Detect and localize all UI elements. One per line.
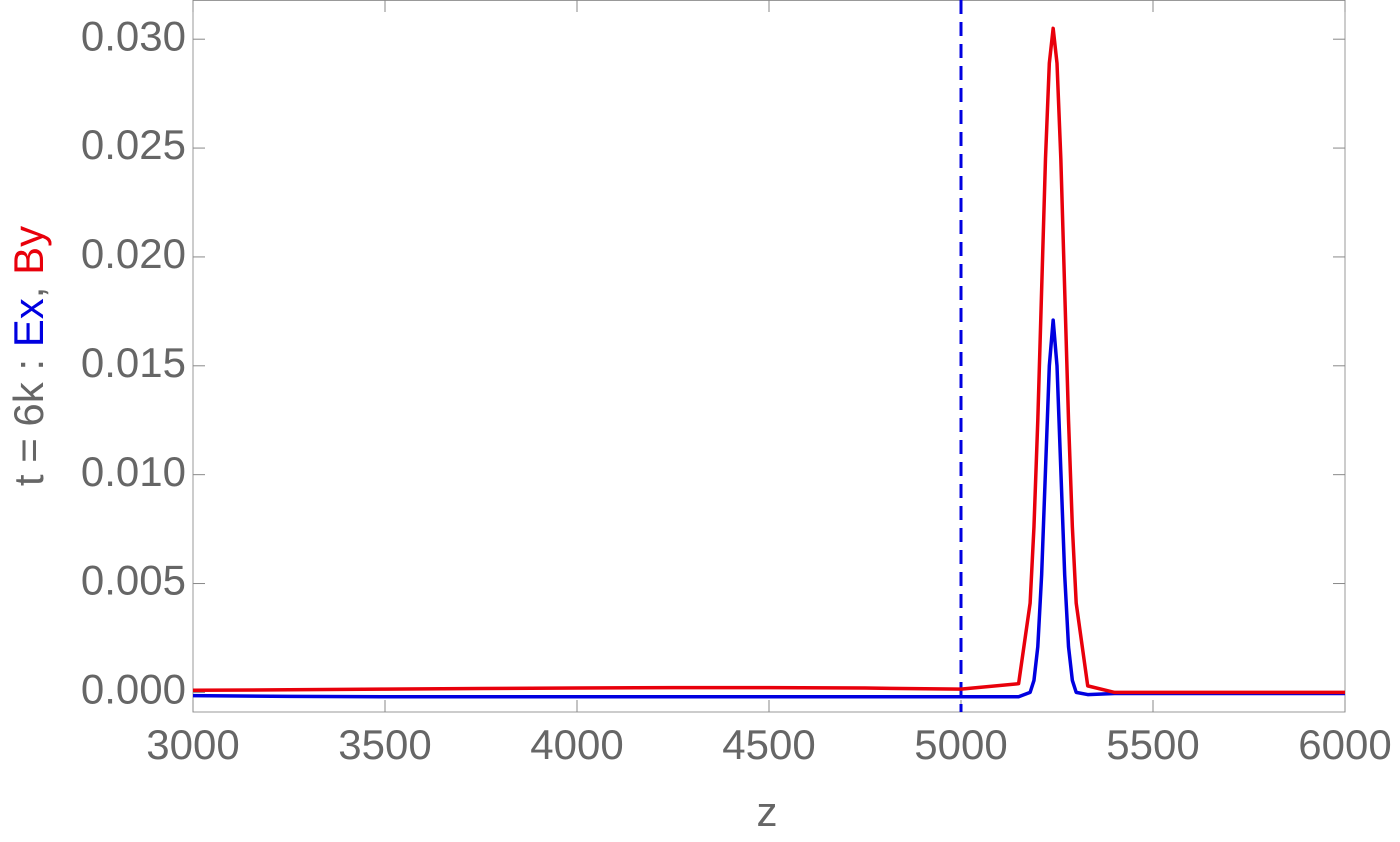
y-label-prefix: t = 6k :	[5, 347, 52, 486]
y-tick-label: 0.025	[81, 121, 186, 168]
x-axis-label: z	[757, 788, 778, 835]
series-line	[192, 26, 1345, 695]
x-tick-label: 6000	[1298, 721, 1391, 768]
y-tick-label: 0.030	[81, 12, 186, 59]
y-tick-label: 0.010	[81, 448, 186, 495]
legend-entry: By	[5, 226, 52, 275]
y-tick-label: 0.015	[81, 339, 186, 386]
x-tick-label: 4000	[530, 721, 623, 768]
y-tick-label: 0.005	[81, 557, 186, 604]
x-tick-label: 3000	[146, 721, 239, 768]
plot-frame	[192, 0, 1346, 713]
y-tick-label: 0.000	[81, 665, 186, 712]
series-line	[192, 318, 1345, 699]
legend-entry: Ex	[5, 298, 52, 347]
y-label-separator: ,	[5, 275, 52, 298]
y-axis-label: t = 6k : Ex, By	[5, 226, 52, 486]
x-tick-label: 4500	[722, 721, 815, 768]
x-tick-label: 3500	[338, 721, 431, 768]
y-tick-label: 0.020	[81, 230, 186, 277]
x-tick-label: 5000	[914, 721, 1007, 768]
x-tick-label: 5500	[1106, 721, 1199, 768]
